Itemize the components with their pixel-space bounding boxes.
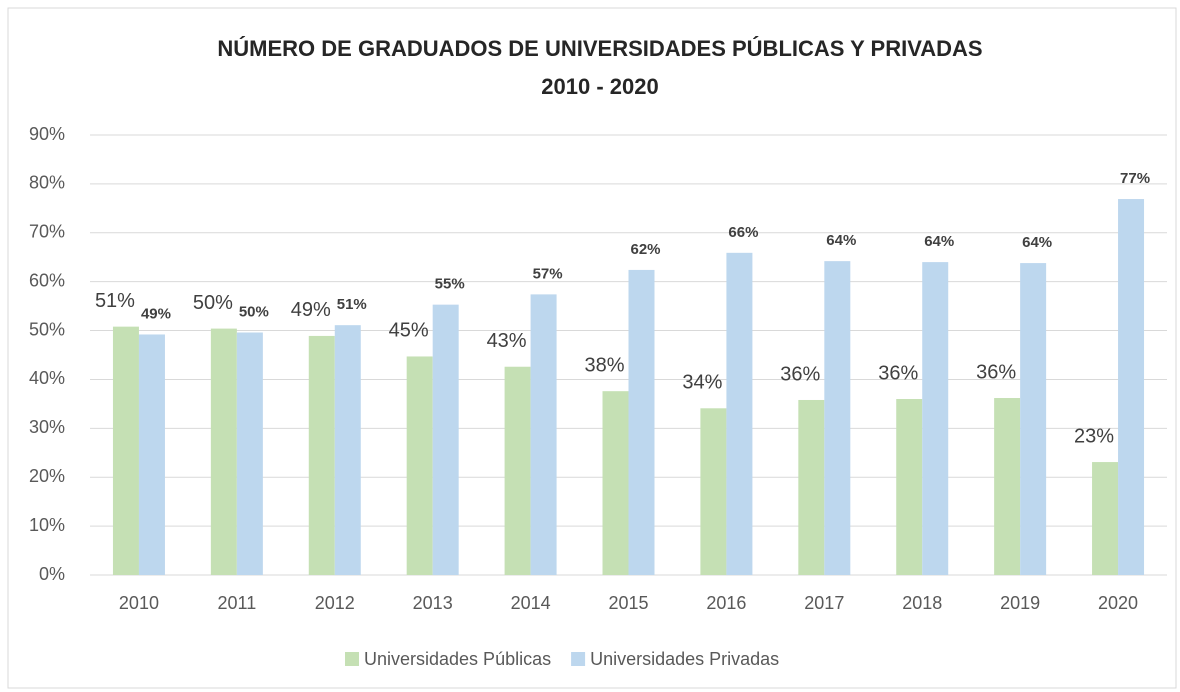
- bar: [1118, 199, 1145, 576]
- chart-border: [7, 7, 1177, 689]
- y-tick-label: 90%: [29, 124, 65, 144]
- x-tick-label: 2019: [1000, 593, 1040, 613]
- value-label: 62%: [630, 241, 660, 258]
- bar: [628, 269, 655, 575]
- value-label: 43%: [487, 330, 527, 352]
- value-label: 36%: [878, 362, 918, 384]
- legend-label: Universidades Públicas: [364, 649, 551, 669]
- value-label: 66%: [728, 224, 758, 241]
- x-tick-label: 2011: [218, 593, 257, 613]
- value-label: 36%: [780, 363, 820, 385]
- y-tick-label: 60%: [29, 270, 65, 290]
- bar: [530, 294, 557, 575]
- bar: [726, 252, 753, 576]
- x-tick-label: 2017: [804, 593, 844, 613]
- y-tick-label: 20%: [29, 466, 65, 486]
- bar: [432, 304, 459, 575]
- x-tick-label: 2015: [608, 593, 648, 613]
- value-label: 77%: [1120, 170, 1150, 187]
- y-tick-label: 10%: [29, 515, 65, 535]
- value-label: 57%: [533, 265, 563, 282]
- x-tick-label: 2018: [902, 593, 942, 613]
- x-tick-label: 2014: [511, 593, 551, 613]
- legend-swatch: [345, 652, 359, 666]
- bar: [210, 328, 237, 575]
- y-tick-label: 50%: [29, 319, 65, 339]
- value-label: 50%: [239, 303, 269, 320]
- y-tick-label: 70%: [29, 222, 65, 242]
- chart-subtitle: 2010 - 2020: [541, 74, 658, 99]
- value-label: 55%: [435, 276, 465, 293]
- value-label: 51%: [337, 296, 367, 313]
- value-label: 51%: [95, 290, 135, 312]
- value-label: 34%: [682, 372, 722, 394]
- bar: [504, 366, 531, 575]
- y-tick-label: 40%: [29, 368, 65, 388]
- value-label: 64%: [826, 232, 856, 249]
- bar: [112, 326, 139, 575]
- bar: [994, 398, 1021, 575]
- value-label: 64%: [924, 233, 954, 250]
- value-label: 64%: [1022, 234, 1052, 251]
- bar: [896, 399, 923, 575]
- bar: [798, 399, 825, 575]
- x-tick-label: 2020: [1098, 593, 1138, 613]
- bar: [308, 335, 335, 575]
- x-tick-label: 2010: [119, 593, 159, 613]
- x-tick-label: 2016: [706, 593, 746, 613]
- legend-label: Universidades Privadas: [590, 649, 779, 669]
- y-tick-label: 0%: [39, 564, 65, 584]
- bar: [1092, 462, 1119, 575]
- value-label: 38%: [584, 354, 624, 376]
- y-tick-label: 80%: [29, 173, 65, 193]
- bar: [602, 391, 629, 575]
- value-label: 23%: [1074, 425, 1114, 447]
- y-tick-label: 30%: [29, 417, 65, 437]
- legend-swatch: [571, 652, 586, 666]
- chart-title: NÚMERO DE GRADUADOS DE UNIVERSIDADES PÚB…: [217, 36, 982, 61]
- x-tick-label: 2013: [413, 593, 453, 613]
- bar: [922, 262, 949, 575]
- x-tick-label: 2012: [315, 593, 355, 613]
- bar: [406, 356, 433, 575]
- value-label: 50%: [193, 292, 233, 314]
- value-label: 49%: [141, 305, 171, 322]
- bar: [1020, 263, 1047, 575]
- bar: [138, 334, 165, 575]
- bar: [236, 332, 263, 575]
- value-label: 45%: [389, 320, 429, 342]
- bar: [700, 408, 727, 575]
- value-label: 36%: [976, 361, 1016, 383]
- bar: [824, 261, 851, 575]
- value-label: 49%: [291, 299, 331, 321]
- bar: [334, 325, 361, 575]
